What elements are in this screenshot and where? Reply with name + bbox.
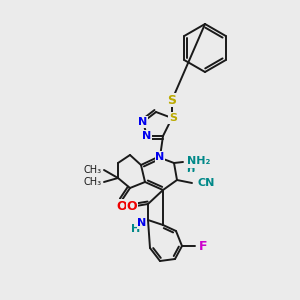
Text: N: N	[138, 117, 148, 127]
Text: S: S	[167, 94, 176, 106]
Text: CH₃: CH₃	[84, 177, 102, 187]
Text: O: O	[117, 200, 127, 212]
Text: F: F	[199, 239, 208, 253]
Text: N: N	[155, 152, 165, 162]
Text: N: N	[137, 218, 147, 228]
Text: NH₂: NH₂	[186, 157, 209, 167]
Text: H: H	[188, 163, 195, 173]
Text: H: H	[186, 164, 194, 174]
Text: NH₂: NH₂	[187, 156, 210, 166]
Text: O: O	[127, 200, 137, 212]
Text: S: S	[169, 113, 177, 123]
Text: H: H	[131, 224, 141, 234]
Text: N: N	[142, 131, 152, 141]
Text: CH₃: CH₃	[84, 165, 102, 175]
Text: CN: CN	[197, 178, 214, 188]
